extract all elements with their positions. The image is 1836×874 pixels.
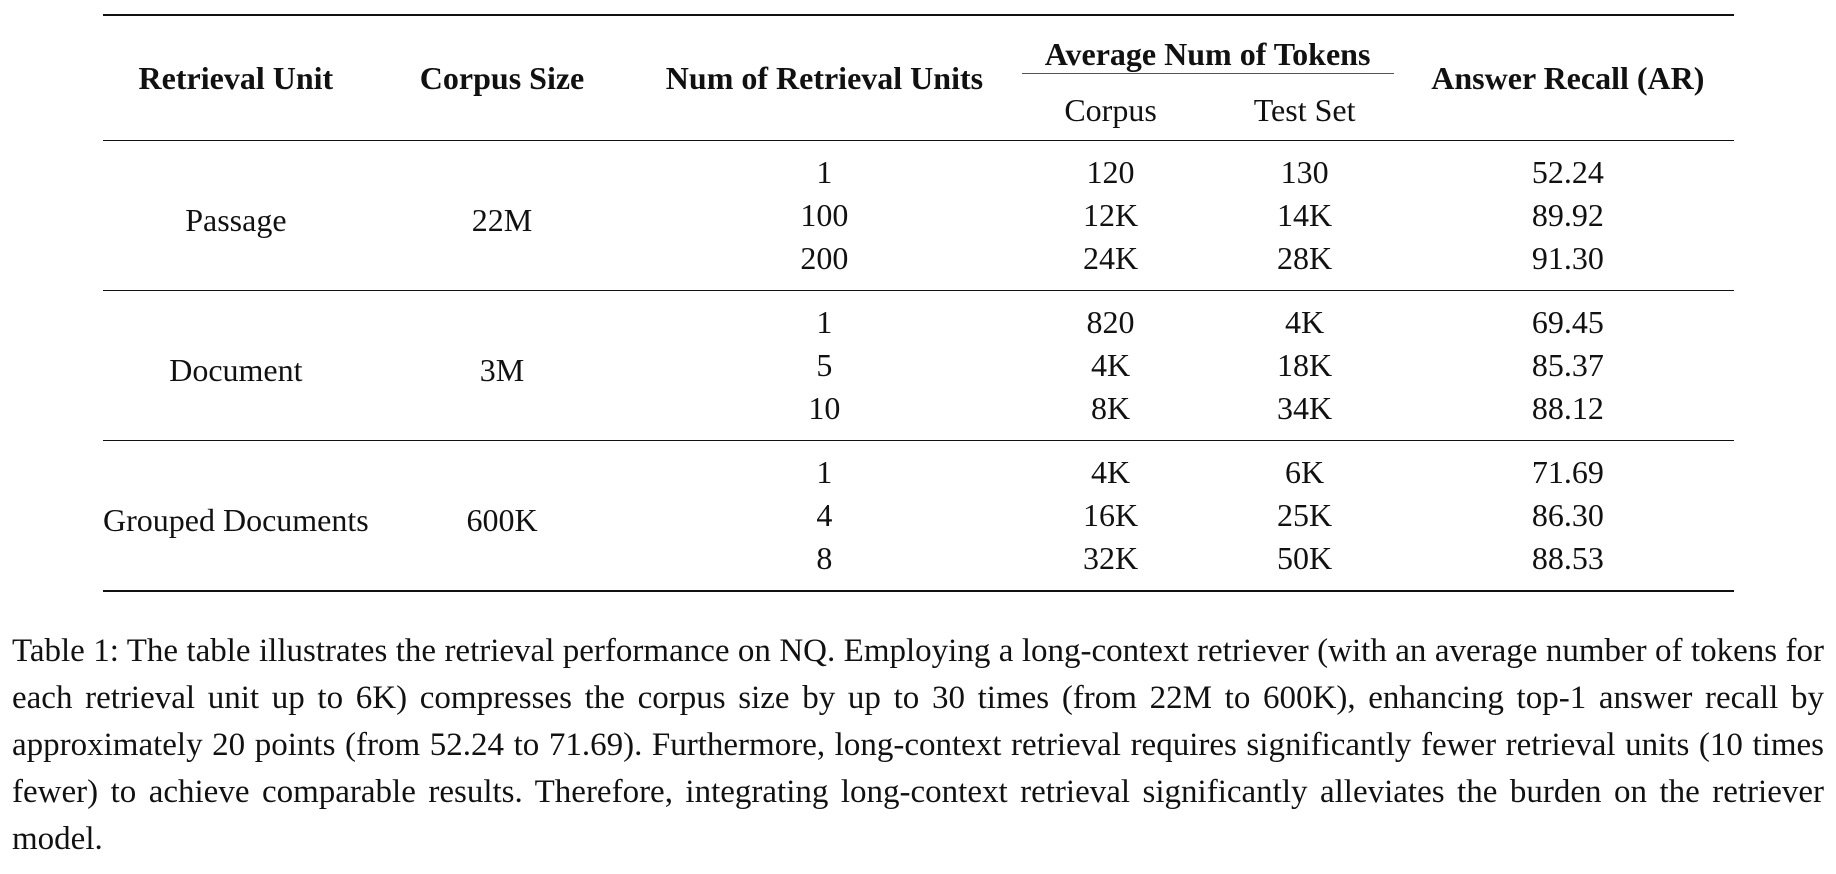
table-row: 200 24K 28K 91.30 (103, 237, 1734, 291)
cell-avg-tokens-corpus: 4K (1090, 347, 1131, 383)
cell-answer-recall: 71.69 (1531, 454, 1604, 490)
cell-num-retrieval-units: 1 (816, 154, 833, 190)
cell-answer-recall: 86.30 (1531, 497, 1604, 533)
cell-answer-recall: 69.45 (1531, 304, 1604, 340)
table-row: Passage 22M 1 120 130 52.24 (103, 140, 1734, 238)
table-row: 8 32K 50K 88.53 (103, 537, 1734, 591)
cell-retrieval-unit: Grouped Documents (103, 502, 369, 538)
cell-avg-tokens-test-set: 34K (1277, 390, 1333, 426)
cell-corpus-size: 3M (479, 352, 525, 388)
cell-avg-tokens-test-set: 50K (1277, 540, 1333, 576)
cell-num-retrieval-units: 10 (808, 390, 841, 426)
cell-avg-tokens-test-set: 4K (1285, 304, 1325, 340)
header-average-num-tokens: Average Num of Tokens (1014, 15, 1402, 80)
cell-num-retrieval-units: 8 (816, 540, 833, 576)
table-header: Retrieval Unit Corpus Size Num of Retrie… (103, 15, 1734, 141)
cell-answer-recall: 91.30 (1531, 240, 1604, 276)
cell-avg-tokens-test-set: 6K (1285, 454, 1325, 490)
cell-answer-recall: 52.24 (1531, 154, 1604, 190)
header-average-num-tokens-label: Average Num of Tokens (1021, 36, 1394, 74)
cell-avg-tokens-corpus: 32K (1082, 540, 1139, 576)
cell-retrieval-unit: Document (169, 352, 303, 388)
header-answer-recall: Answer Recall (AR) (1431, 59, 1705, 96)
cell-avg-tokens-corpus: 16K (1082, 497, 1139, 533)
cell-avg-tokens-corpus: 820 (1086, 304, 1135, 340)
cell-answer-recall: 85.37 (1531, 347, 1604, 383)
cell-answer-recall: 89.92 (1531, 197, 1604, 233)
cell-avg-tokens-corpus: 4K (1090, 454, 1131, 490)
cell-answer-recall: 88.12 (1531, 390, 1604, 426)
cell-num-retrieval-units: 1 (816, 454, 833, 490)
cell-num-retrieval-units: 4 (816, 497, 833, 533)
cell-avg-tokens-test-set: 28K (1277, 240, 1333, 276)
cell-avg-tokens-test-set: 25K (1277, 497, 1333, 533)
header-num-retrieval-units: Num of Retrieval Units (665, 59, 984, 96)
table-row: 5 4K 18K 85.37 (103, 344, 1734, 387)
cell-num-retrieval-units: 1 (816, 304, 833, 340)
header-test-set: Test Set (1253, 91, 1356, 128)
header-retrieval-unit: Retrieval Unit (138, 59, 334, 96)
table-body: Passage 22M 1 120 130 52.24 100 12K 14K 89.92 200 2… (103, 140, 1734, 591)
table-row: 10 8K 34K 88.12 (103, 387, 1734, 441)
cell-avg-tokens-corpus: 12K (1082, 197, 1139, 233)
cell-num-retrieval-units: 100 (800, 197, 849, 233)
cell-avg-tokens-test-set: 18K (1277, 347, 1333, 383)
results-table: Retrieval Unit Corpus Size Num of Retrie… (103, 14, 1734, 592)
table-row: 100 12K 14K 89.92 (103, 194, 1734, 237)
cell-avg-tokens-test-set: 130 (1280, 154, 1329, 190)
header-corpus: Corpus (1064, 91, 1157, 128)
table-row: Document 3M 1 820 4K 69.45 (103, 290, 1734, 388)
cell-corpus-size: 600K (466, 502, 538, 538)
cell-num-retrieval-units: 5 (816, 347, 833, 383)
cell-num-retrieval-units: 200 (800, 240, 849, 276)
header-corpus-size: Corpus Size (419, 59, 585, 96)
cell-avg-tokens-corpus: 24K (1082, 240, 1139, 276)
cell-corpus-size: 22M (471, 202, 533, 238)
cell-retrieval-unit: Passage (185, 202, 287, 238)
table-row: 4 16K 25K 86.30 (103, 494, 1734, 537)
cell-answer-recall: 88.53 (1531, 540, 1604, 576)
cell-avg-tokens-corpus: 8K (1090, 390, 1131, 426)
results-table-container: Retrieval Unit Corpus Size Num of Retrie… (103, 14, 1734, 592)
cell-avg-tokens-corpus: 120 (1086, 154, 1135, 190)
table-row: Grouped Documents 600K 1 4K 6K 71.69 (103, 440, 1734, 538)
cell-avg-tokens-test-set: 14K (1277, 197, 1333, 233)
table-caption: Table 1: The table illustrates the retri… (12, 633, 1824, 857)
